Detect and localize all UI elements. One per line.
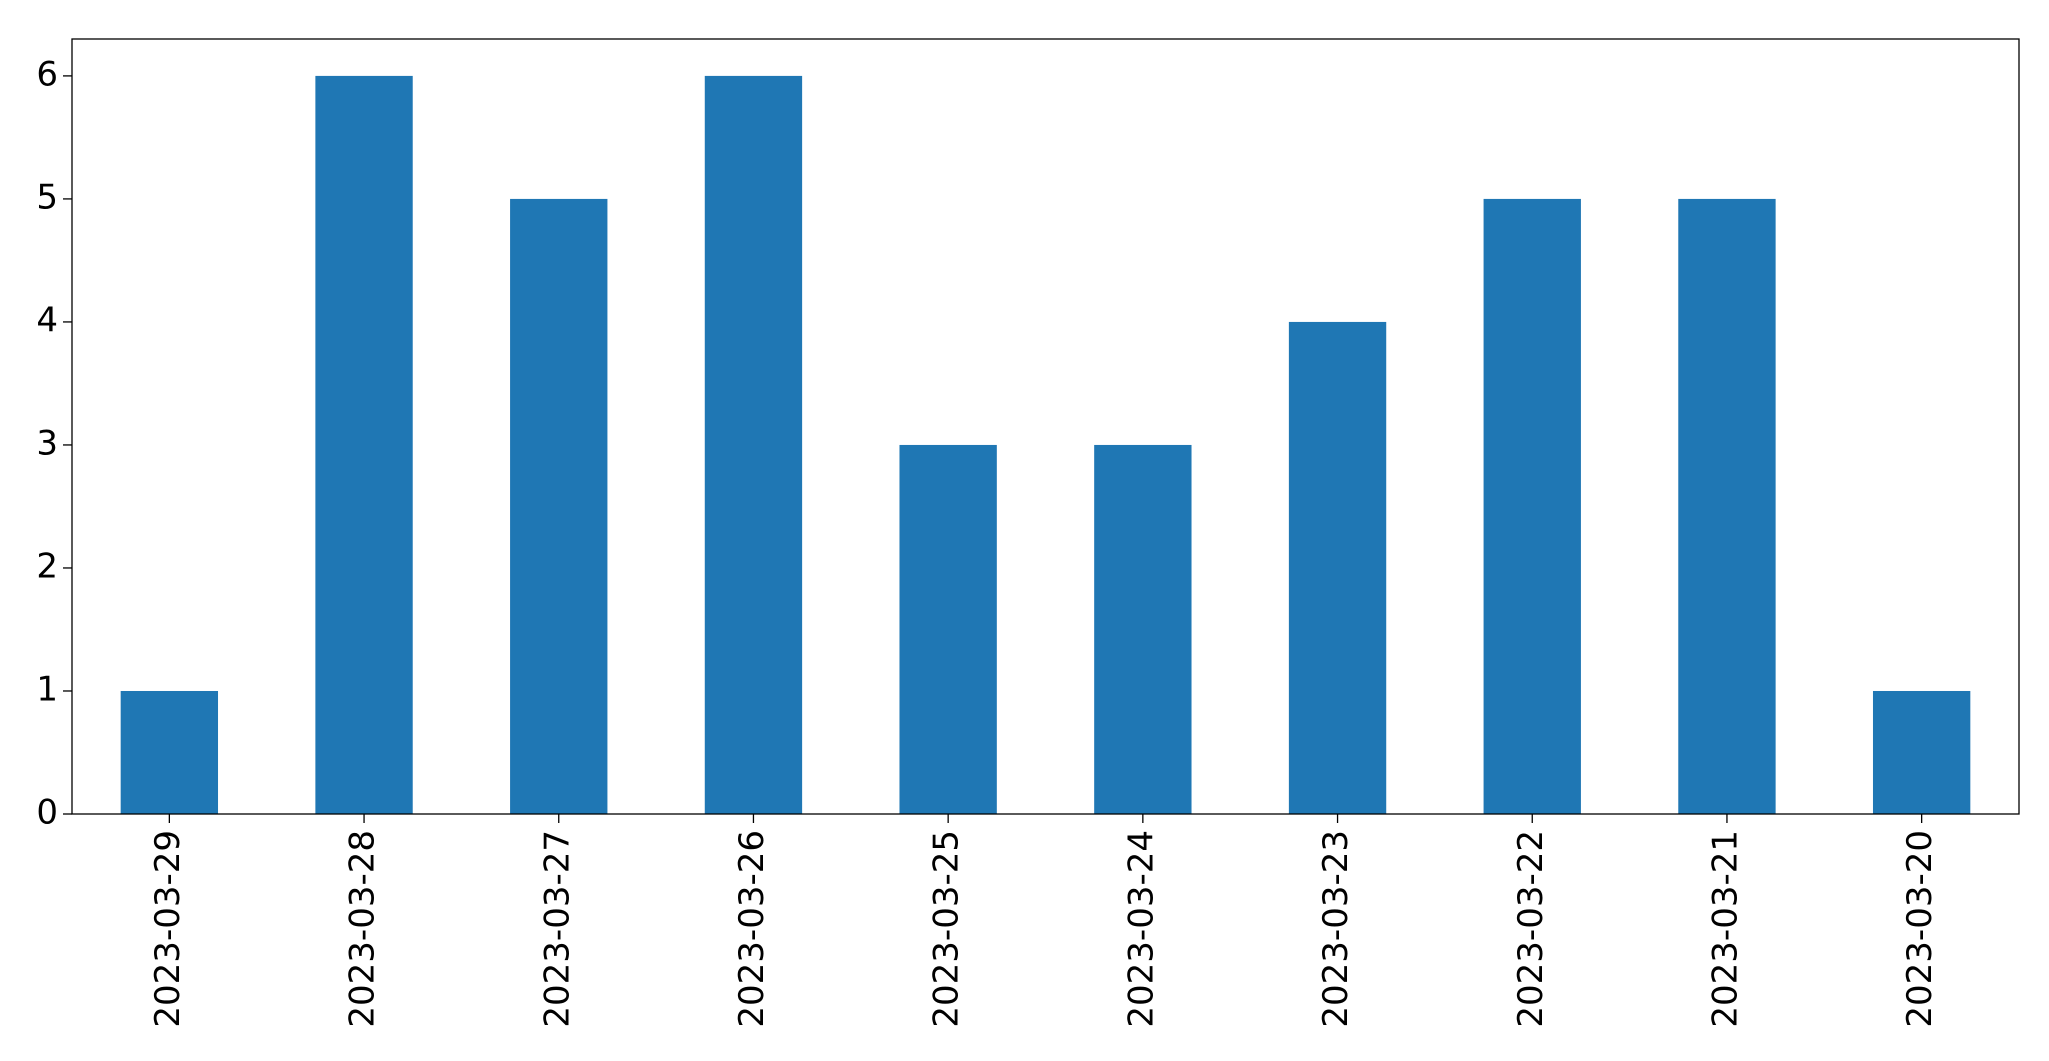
x-tick-label: 2023-03-26 — [732, 830, 772, 1028]
bar — [704, 75, 803, 814]
x-tick-label: 2023-03-25 — [927, 830, 967, 1028]
y-tick-label: 4 — [36, 300, 58, 340]
x-tick-label: 2023-03-21 — [1705, 830, 1745, 1028]
y-tick-label: 0 — [36, 793, 58, 833]
y-tick-label: 5 — [36, 177, 58, 217]
y-tick-label: 2 — [36, 546, 58, 586]
y-tick-label: 6 — [36, 54, 58, 94]
x-tick-label: 2023-03-29 — [148, 830, 188, 1028]
bar — [510, 198, 608, 814]
x-tick-label: 2023-03-23 — [1316, 830, 1356, 1028]
bar — [1483, 198, 1581, 814]
x-tick-label: 2023-03-20 — [1900, 830, 1940, 1028]
x-tick-label: 2023-03-24 — [1121, 830, 1161, 1028]
bar — [315, 75, 413, 814]
bar — [1288, 321, 1387, 814]
bar — [120, 690, 219, 814]
y-tick-label: 1 — [36, 669, 58, 709]
plot-frame — [71, 38, 2020, 815]
x-tick-label: 2023-03-28 — [343, 830, 383, 1028]
bar — [899, 444, 997, 814]
bar — [1872, 690, 1971, 814]
bar — [1678, 198, 1776, 814]
x-tick-label: 2023-03-27 — [537, 830, 577, 1028]
bar — [1094, 444, 1192, 814]
x-tick-label: 2023-03-22 — [1511, 830, 1551, 1028]
y-tick-label: 3 — [36, 423, 58, 463]
